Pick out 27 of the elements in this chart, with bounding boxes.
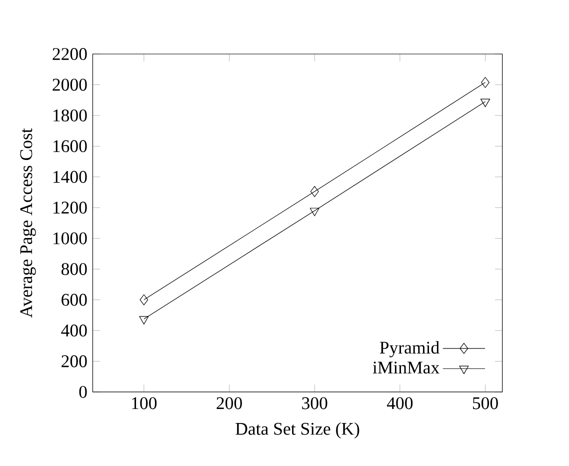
x-tick-label: 200 <box>216 397 242 410</box>
y-tick-label: 1400 <box>53 171 87 184</box>
point <box>310 186 319 198</box>
y-tick-label: 400 <box>61 324 87 337</box>
point <box>139 316 149 325</box>
y-tick-label: 1200 <box>53 202 87 214</box>
point <box>310 208 320 216</box>
x-tick-label: 400 <box>386 397 413 410</box>
y-tick-label: 800 <box>62 263 87 276</box>
y-tick-label: 600 <box>62 294 87 306</box>
point <box>480 98 490 108</box>
y-tick-label: 1600 <box>53 140 87 152</box>
y-tick-label: 0 <box>79 386 87 398</box>
y-tick-label: 1800 <box>53 110 87 122</box>
y-tick-label: 2000 <box>52 78 87 91</box>
legend-label: Pyramid <box>380 341 440 358</box>
x-tick-label: 500 <box>472 397 498 410</box>
point <box>481 77 490 88</box>
y-tick-label: 200 <box>62 355 87 368</box>
legend-label: iMinMax <box>372 362 440 374</box>
point <box>140 294 148 306</box>
x-tick-label: 100 <box>132 397 157 410</box>
y-axis-title: Average Page Access Cost <box>20 128 36 318</box>
y-tick-label: 1000 <box>53 232 87 244</box>
x-tick-label: 300 <box>302 397 328 410</box>
x-axis-title: Data Set Size (K) <box>236 422 360 439</box>
y-tick-label: 2200 <box>52 48 87 60</box>
